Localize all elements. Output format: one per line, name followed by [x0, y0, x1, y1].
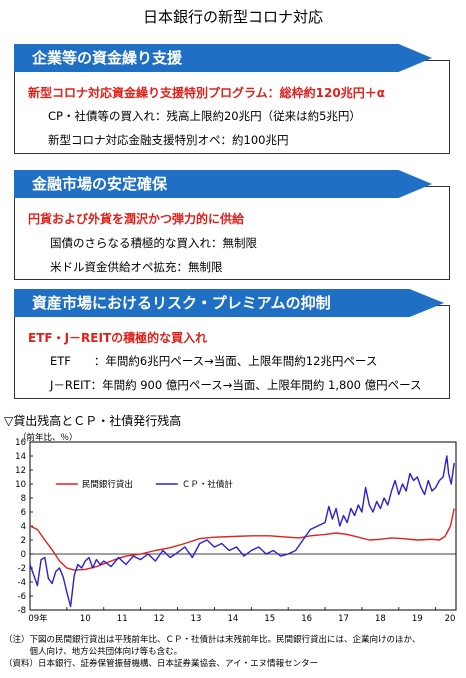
panel-line: 米ドル資金供給オペ拡充：無制限 [50, 260, 223, 274]
x-tick-label: 11 [117, 614, 128, 624]
panel-box [14, 60, 450, 154]
y-tick-label: 2 [21, 536, 26, 546]
y-tick-label: 4 [21, 522, 26, 532]
legend-label: ＣＰ・社債計 [182, 479, 234, 490]
x-tick-label: 19 [412, 614, 423, 624]
x-tick-label: 14 [227, 614, 238, 624]
y-tick-label: -6 [18, 592, 26, 602]
x-tick-label: 17 [338, 614, 349, 624]
panel-highlight: ETF・J－REITの積極的な買入れ [28, 331, 208, 345]
panel-line: ETF ：年間約6兆円ペース→当面、上限年間約12兆円ペース [50, 354, 378, 368]
y-tick-label: 14 [15, 452, 26, 462]
panel-header: 資産市場におけるリスク・プレミアムの抑制 [14, 289, 444, 317]
y-tick-label: -2 [18, 564, 26, 574]
x-tick-label: 12 [154, 614, 165, 624]
y-tick-label: 8 [21, 494, 26, 504]
y-tick-label: 0 [21, 550, 26, 560]
panel-funding-support: 企業等の資金繰り支援 新型コロナ対応資金繰り支援特別プログラム：総枠約120兆円… [14, 44, 456, 154]
footnote: 個人向け、地方公共団体向け等も含む。 [4, 647, 183, 657]
plot-frame [29, 441, 457, 611]
panel-line: 国債のさらなる積極的な買入れ：無制限 [50, 236, 257, 250]
chart-unit-label: （前年比、％） [18, 433, 78, 443]
panel-line: 新型コロナ対応金融支援特別オペ：約100兆円 [48, 133, 289, 147]
panel-box [14, 305, 450, 399]
panel-highlight: 新型コロナ対応資金繰り支援特別プログラム：総枠約120兆円＋α [28, 86, 385, 100]
panel-header: 企業等の資金繰り支援 [14, 44, 432, 72]
panel-market-stability: 金融市場の安定確保 円貨および外貨を潤沢かつ弾力的に供給 国債のさらなる積極的な… [14, 170, 456, 280]
footnote: （資料）日本銀行、証券保管振替機構、日本証券業協会、アイ・エヌ情報センター [4, 659, 319, 669]
page-title: 日本銀行の新型コロナ対応 [142, 8, 323, 26]
x-tick-label: 09年 [28, 613, 48, 624]
panel-highlight: 円貨および外貨を潤沢かつ弾力的に供給 [28, 212, 245, 226]
x-tick-label: 18 [375, 614, 386, 624]
legend-label: 民間銀行貸出 [82, 479, 133, 490]
series-line [29, 508, 455, 571]
x-tick-label: 15 [264, 614, 275, 624]
series-line [29, 455, 455, 608]
y-tick-label: -4 [18, 578, 26, 588]
y-tick-label: 16 [15, 438, 26, 448]
x-tick-label: 10 [80, 614, 91, 624]
x-tick-label: 16 [301, 614, 312, 624]
panel-box [14, 186, 450, 280]
y-tick-label: -8 [18, 606, 26, 616]
y-tick-label: 10 [15, 480, 26, 490]
y-tick-label: 12 [15, 466, 26, 476]
line-chart: -8 -6 -4 -2 0 2 4 6 8 10 12 14 16 09年 10 11 12 13 14 15 16 17… [15, 438, 457, 624]
panel-risk-premium: 資産市場におけるリスク・プレミアムの抑制 ETF・J－REITの積極的な買入れ … [14, 289, 456, 399]
footnote: （注）下図の民間銀行貸出は平残前年比、ＣＰ・社債計は末残前年比。民間銀行貸出には… [4, 635, 421, 645]
panel-line: J－REIT：年間約 900 億円ペース→当面、上限年間約 1,800 億円ペー… [50, 378, 422, 392]
panel-line: CP・社債等の買入れ：残高上限約20兆円（従来は約5兆円） [48, 109, 361, 123]
panel-header: 金融市場の安定確保 [14, 170, 432, 198]
x-tick-label: 13 [191, 614, 202, 624]
y-tick-label: 6 [21, 508, 26, 518]
x-tick-label: 20 [445, 614, 456, 624]
chart-title: ▽貸出残高とＣＰ・社債発行残高 [4, 414, 182, 428]
